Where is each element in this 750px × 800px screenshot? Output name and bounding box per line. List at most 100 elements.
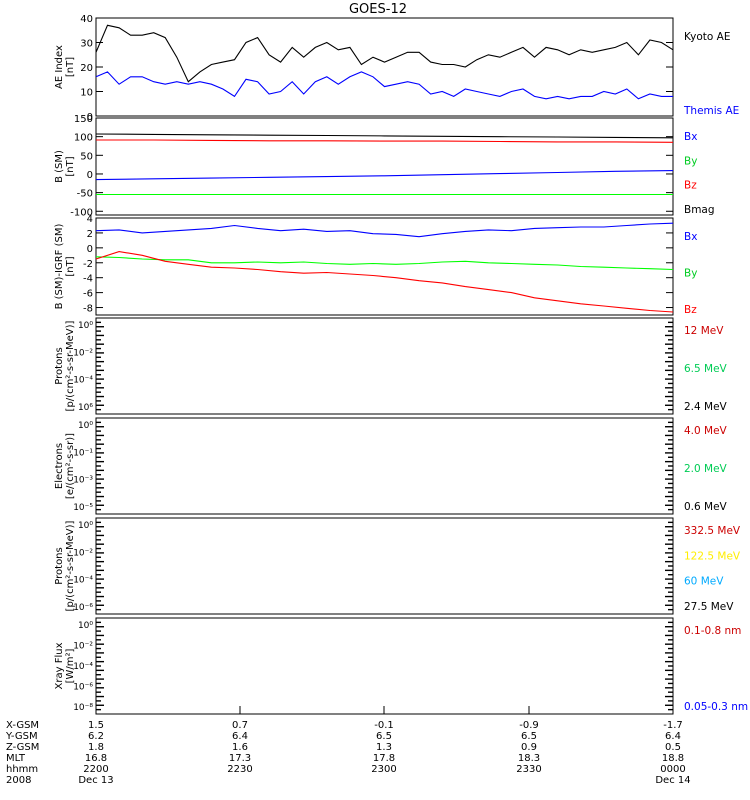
legend-entry: 60 MeV (684, 576, 724, 588)
ytick-label: 10⁰ (78, 521, 93, 531)
panel-6: Protons [p/(cm²-s-sr-MeV)]10⁻⁶ 10⁻⁴ 10⁻² 10⁰… (54, 517, 741, 615)
ytick-label: 10⁻⁶ (73, 683, 93, 693)
legend-entry: Kyoto AE (684, 31, 730, 43)
legend-entry: 2.4 MeV (684, 401, 728, 413)
panel-2: B (SM) [nT] -100 -50 0 50 100 150 Bx By Bz Bmag (54, 114, 715, 218)
panel-5: Electrons [e/(cm²-s-sr)] 10⁻⁵ 10⁻³ 10⁻¹ 10⁰ 4.… (54, 417, 728, 515)
legend-entry: 332.5 MeV (684, 525, 741, 537)
ytick-label: 10⁻² (73, 642, 93, 652)
legend-entry: 0.6 MeV (684, 501, 728, 513)
ytick-label: 10⁰ (78, 421, 93, 431)
legend-entry: Bz (684, 304, 697, 316)
ytick-label: 10⁻¹ (73, 448, 93, 458)
x-value: -0.9 (519, 720, 539, 731)
x-value: 6.4 (665, 731, 681, 742)
x-value: 6.5 (376, 731, 392, 742)
x-value: 0.7 (232, 720, 248, 731)
panel-yunit: [nT] (65, 256, 76, 276)
panel-frame (95, 117, 674, 216)
panel-ylabel: Protons (54, 347, 65, 384)
panel-ylabel: B (SM)-IGRF (SM) (54, 224, 65, 310)
x-value: Dec 13 (78, 775, 113, 786)
panel-frame (95, 617, 674, 715)
panel-ylabel: Protons (54, 547, 65, 584)
ytick-label: 10⁰ (78, 621, 93, 631)
legend-entry: Bx (684, 131, 697, 143)
legend-entry: Bmag (684, 204, 715, 216)
ytick-label: 30 (80, 39, 93, 50)
ytick-label: 50 (80, 151, 93, 162)
ytick-label: 0 (87, 112, 93, 123)
x-value: 6.5 (521, 731, 537, 742)
row-label: Z-GSM (6, 742, 39, 753)
x-value: 0000 (660, 764, 685, 775)
ytick-label: 100 (74, 133, 93, 144)
row-label: MLT (6, 753, 26, 764)
x-value: 2300 (371, 764, 396, 775)
x-value: 1.5 (88, 720, 104, 731)
ytick-label: 10⁻⁴ (73, 662, 93, 672)
panel-frame (95, 417, 674, 515)
panel-frame (95, 17, 674, 117)
series-line-kyoto-ae (95, 24, 674, 83)
panel-1: AE Index [nT] 0 10 20 30 40 Kyoto AE Themis AE (54, 14, 739, 123)
ytick-label: 10⁻² (73, 548, 93, 558)
row-label: X-GSM (6, 720, 39, 731)
ytick-label: -6 (83, 289, 93, 300)
ytick-label: 0 (87, 170, 93, 181)
panel-frame (95, 217, 674, 316)
legend-entry: Themis AE (683, 105, 739, 117)
series-line-bmag (95, 133, 674, 139)
x-value: -0.1 (374, 720, 394, 731)
legend-entry: By (684, 268, 697, 280)
panel-ylabel: B (SM) (54, 150, 65, 183)
legend-entry: 122.5 MeV (684, 550, 741, 562)
x-value: 0.9 (521, 742, 537, 753)
x-value: 16.8 (85, 753, 107, 764)
panel-ylabel: AE Index (54, 45, 65, 89)
x-value: 6.2 (88, 731, 104, 742)
ytick-label: 10⁻³ (73, 476, 93, 486)
ytick-label: -50 (77, 189, 93, 200)
x-value: 6.4 (232, 731, 248, 742)
x-value: 18.3 (518, 753, 540, 764)
x-value: 18.8 (662, 753, 684, 764)
panel-7: Xray Flux [W/m²] 10⁻⁸ 10⁻⁶ 10⁻⁴ 10⁻² 10⁰ 0.1-0.… (54, 617, 748, 715)
row-label: 2008 (6, 775, 31, 786)
panel-frame (95, 517, 674, 615)
panel-4: Protons [p/(cm²-s-sr-MeV)] 10⁶ 10⁻⁴ 10⁻² 10⁰ 1… (54, 317, 728, 415)
panel-ylabel: Electrons (54, 443, 65, 489)
ytick-label: 4 (87, 214, 93, 225)
panel-yunit: [nT] (65, 57, 76, 77)
legend-entry: 6.5 MeV (684, 363, 728, 375)
ytick-label: 10⁻⁶ (73, 603, 93, 613)
legend-entry: Bx (684, 231, 697, 243)
ytick-label: 40 (80, 14, 93, 25)
plot-title: GOES-12 (349, 2, 407, 17)
ytick-label: 10⁰ (78, 321, 93, 331)
ytick-label: -2 (83, 259, 93, 270)
series-line-bx (95, 170, 674, 181)
x-value: 2200 (83, 764, 108, 775)
ytick-label: -4 (83, 274, 93, 285)
row-label: hhmm (6, 764, 38, 775)
ytick-label: 0 (87, 244, 93, 255)
ytick-label: 150 (74, 114, 93, 125)
x-value: 2330 (516, 764, 541, 775)
legend-entry: Bz (684, 180, 697, 192)
x-value: 17.3 (229, 753, 251, 764)
legend-entry: 27.5 MeV (684, 601, 734, 613)
panel-yunit: [p/(cm²-s-sr-MeV)] (65, 320, 76, 411)
ytick-label: 10 (80, 88, 93, 99)
x-value: 1.6 (232, 742, 248, 753)
x-value: -1.7 (663, 720, 683, 731)
x-value: 17.8 (373, 753, 395, 764)
ytick-label: -100 (70, 207, 93, 218)
legend-entry: By (684, 155, 697, 167)
series-line-bx (95, 222, 674, 238)
ytick-label: 10⁻⁵ (73, 503, 93, 513)
series-line-bz (96, 139, 674, 143)
ytick-label: 10⁻⁴ (73, 376, 93, 386)
panel-ylabel: Xray Flux (54, 642, 65, 689)
